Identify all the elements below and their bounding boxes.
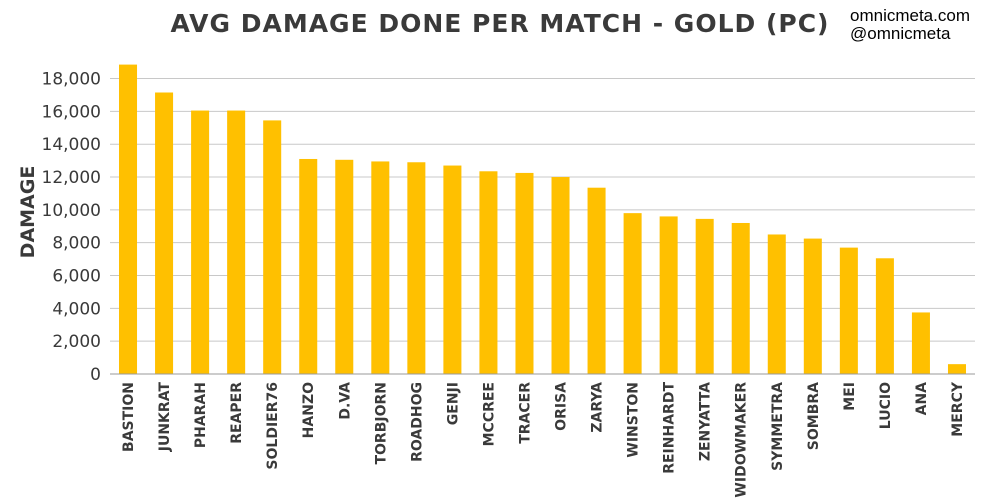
bar-genji: [443, 165, 462, 374]
x-tick-label: PHARAH: [193, 382, 209, 448]
y-tick-label: 0: [90, 365, 101, 385]
y-tick-label: 2,000: [52, 332, 101, 352]
x-tick-label: D.VA: [337, 382, 353, 420]
credit-website: omnicmeta.com: [850, 6, 970, 25]
bar-junkrat: [155, 92, 174, 375]
bar-roadhog: [407, 162, 426, 374]
y-tick-label: 16,000: [42, 102, 101, 122]
x-tick-label: SOLDIER76: [265, 382, 281, 470]
x-tick-label: REINHARDT: [662, 382, 678, 474]
bar-zarya: [587, 187, 606, 374]
y-tick-label: 6,000: [52, 267, 101, 287]
x-tick-label: LUCIO: [878, 382, 894, 429]
x-tick-label: ZENYATTA: [698, 382, 714, 461]
bar-lucio: [875, 258, 894, 374]
x-tick-label: SYMMETRA: [770, 382, 786, 471]
bar-d-va: [335, 159, 354, 374]
bar-tracer: [515, 172, 534, 374]
x-tick-label: TRACER: [517, 382, 533, 444]
bar-mei: [839, 247, 858, 374]
x-tick-label: MEI: [842, 382, 858, 411]
x-tick-label: ORISA: [554, 382, 570, 431]
bar-torbjorn: [371, 161, 390, 374]
bar-reinhardt: [659, 216, 678, 374]
x-tick-label: MERCY: [950, 381, 966, 437]
gridlines: [110, 78, 975, 342]
bar-soldier76: [263, 120, 282, 374]
bar-pharah: [191, 110, 210, 374]
x-tick-label: JUNKRAT: [157, 382, 173, 453]
bar-reaper: [227, 110, 246, 374]
bar-symmetra: [767, 234, 786, 374]
x-tick-label: BASTION: [121, 382, 137, 452]
x-tick-label: ANA: [914, 382, 930, 416]
x-tick-label: ROADHOG: [409, 382, 425, 462]
bar-ana: [911, 312, 930, 374]
x-axis-ticks: BASTION JUNKRAT PHARAH REAPER SOLDIER76 HANZO…: [121, 381, 966, 497]
bar-orisa: [551, 177, 570, 374]
chart-title: AVG DAMAGE DONE PER MATCH - GOLD (PC): [171, 9, 830, 38]
y-tick-label: 14,000: [42, 135, 101, 155]
x-tick-label: WIDOWMAKER: [734, 382, 750, 498]
x-tick-label: TORBJORN: [373, 382, 389, 465]
bar-winston: [623, 213, 642, 374]
bar-mccree: [479, 171, 498, 374]
x-tick-label: MCCREE: [481, 382, 497, 446]
x-tick-label: REAPER: [229, 382, 245, 444]
x-tick-label: ZARYA: [590, 382, 606, 433]
bar-zenyatta: [695, 218, 714, 374]
x-tick-label: HANZO: [301, 382, 317, 438]
y-tick-label: 12,000: [42, 168, 101, 188]
bar-widowmaker: [731, 222, 750, 374]
y-tick-label: 18,000: [42, 70, 101, 90]
y-axis-label: DAMAGE: [17, 166, 39, 259]
bars: [119, 64, 966, 375]
y-tick-label: 4,000: [52, 299, 101, 319]
credit-handle: @omnicmeta: [850, 24, 951, 43]
x-tick-label: WINSTON: [626, 382, 642, 458]
x-tick-label: SOMBRA: [806, 382, 822, 450]
y-axis-ticks: 0 2,000 4,000 6,000 8,000 10,000 12,000 14,000 1…: [42, 70, 101, 385]
bar-mercy: [947, 364, 966, 374]
y-tick-label: 10,000: [42, 201, 101, 221]
y-tick-label: 8,000: [52, 234, 101, 254]
bar-hanzo: [299, 158, 318, 374]
bar-sombra: [803, 238, 822, 374]
bar-bastion: [119, 64, 138, 374]
x-tick-label: GENJI: [445, 382, 461, 425]
